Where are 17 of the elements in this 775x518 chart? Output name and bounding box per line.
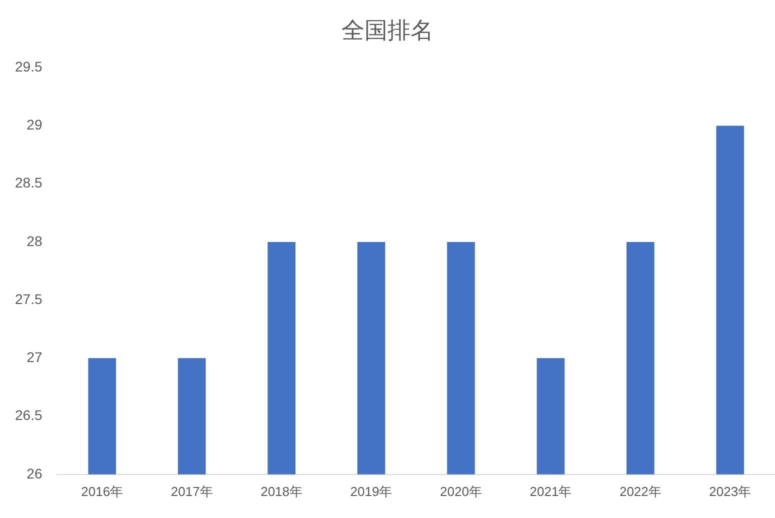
y-tick-label: 29 bbox=[26, 116, 42, 133]
y-tick-label: 28 bbox=[26, 232, 42, 249]
x-tick-label: 2023年 bbox=[709, 484, 752, 499]
y-tick-label: 26.5 bbox=[15, 407, 42, 424]
y-tick-label: 29.5 bbox=[15, 58, 42, 74]
chart-title: 全国排名 bbox=[342, 17, 434, 44]
x-tick-label: 2020年 bbox=[440, 484, 482, 499]
x-tick-label: 2021年 bbox=[530, 484, 572, 499]
y-tick-label: 28.5 bbox=[15, 174, 42, 191]
x-tick-label: 2019年 bbox=[350, 484, 392, 499]
x-tick-label: 2022年 bbox=[619, 484, 662, 499]
y-tick-label: 27 bbox=[26, 349, 42, 366]
x-tick-label: 2018年 bbox=[260, 484, 303, 499]
x-tick-label: 2016年 bbox=[81, 484, 124, 499]
y-tick-label: 27.5 bbox=[15, 290, 42, 307]
x-tick-label: 2017年 bbox=[170, 484, 213, 499]
y-tick-label: 26 bbox=[26, 465, 42, 482]
